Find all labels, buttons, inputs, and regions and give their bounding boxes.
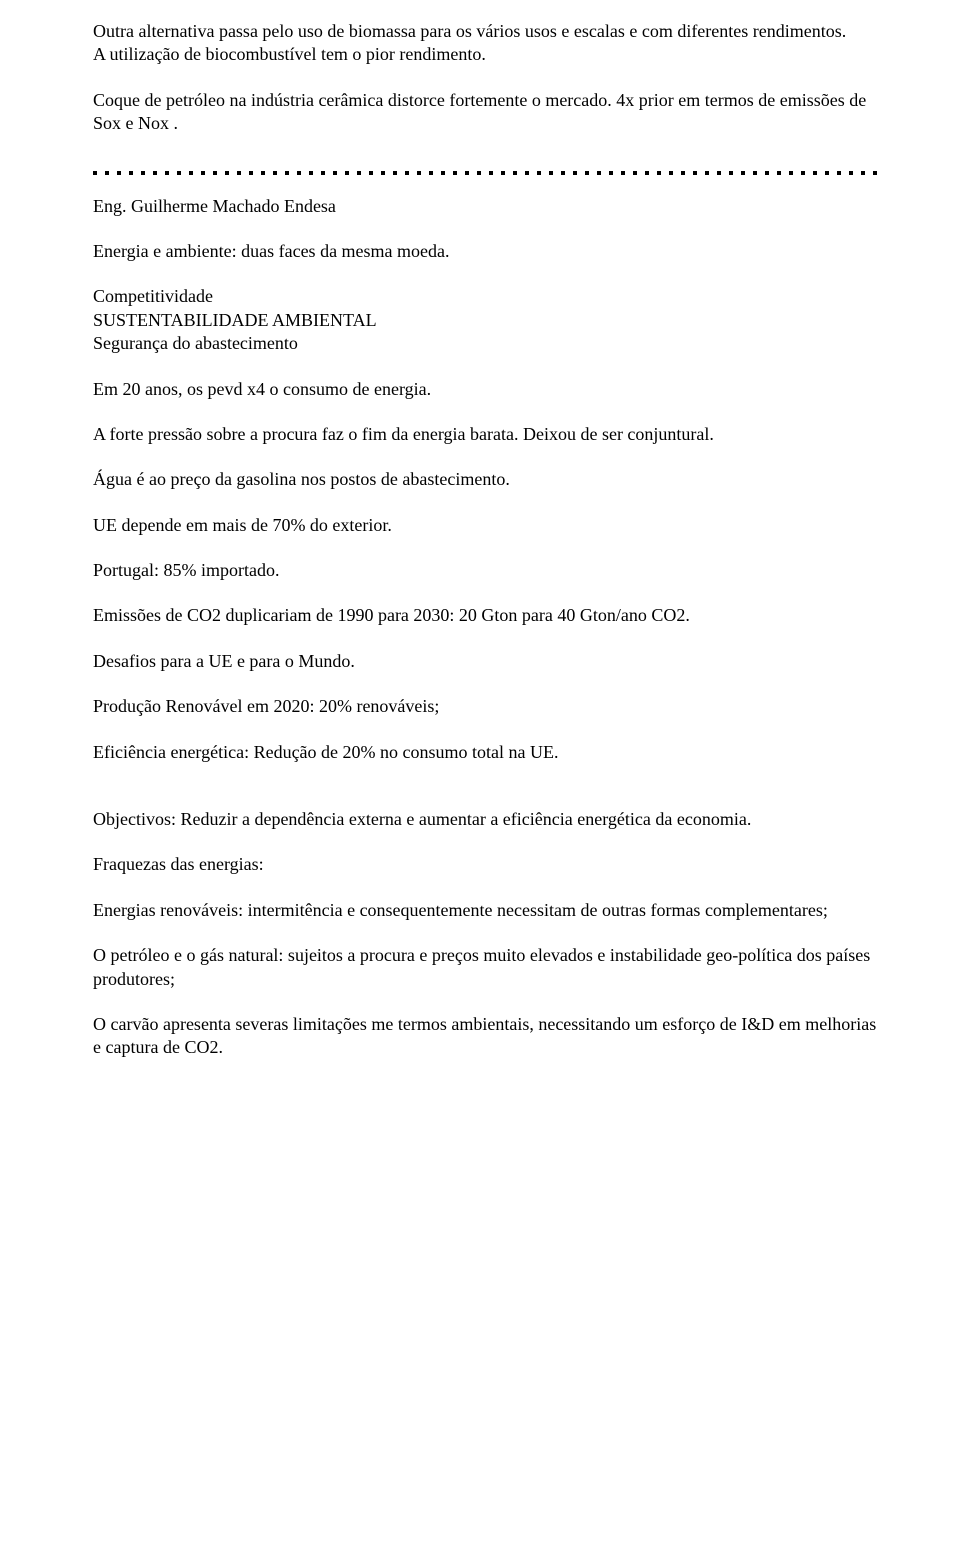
document-page: Outra alternativa passa pelo uso de biom… [0,0,960,1122]
paragraph: Eficiência energética: Redução de 20% no… [93,741,880,764]
paragraph: Outra alternativa passa pelo uso de biom… [93,20,880,67]
paragraph: Coque de petróleo na indústria cerâmica … [93,89,880,136]
paragraph: Energia e ambiente: duas faces da mesma … [93,240,880,263]
text-line: SUSTENTABILIDADE AMBIENTAL [93,310,377,330]
paragraph: Desafios para a UE e para o Mundo. [93,650,880,673]
paragraph: Em 20 anos, os pevd x4 o consumo de ener… [93,378,880,401]
paragraph: Água é ao preço da gasolina nos postos d… [93,468,880,491]
paragraph: O carvão apresenta severas limitações me… [93,1013,880,1060]
text-line: A utilização de biocombustível tem o pio… [93,44,486,64]
text-line: Outra alternativa passa pelo uso de biom… [93,21,846,41]
text-line: Segurança do abastecimento [93,333,298,353]
paragraph: Competitividade SUSTENTABILIDADE AMBIENT… [93,285,880,355]
paragraph: O petróleo e o gás natural: sujeitos a p… [93,944,880,991]
paragraph: Energias renováveis: intermitência e con… [93,899,880,922]
paragraph: UE depende em mais de 70% do exterior. [93,514,880,537]
paragraph: Objectivos: Reduzir a dependência extern… [93,808,880,831]
author-line: Eng. Guilherme Machado Endesa [93,195,880,218]
dotted-divider [93,171,880,175]
paragraph: A forte pressão sobre a procura faz o fi… [93,423,880,446]
paragraph: Emissões de CO2 duplicariam de 1990 para… [93,604,880,627]
paragraph: Portugal: 85% importado. [93,559,880,582]
text-line: Competitividade [93,286,213,306]
paragraph: Fraquezas das energias: [93,853,880,876]
paragraph: Produção Renovável em 2020: 20% renováve… [93,695,880,718]
